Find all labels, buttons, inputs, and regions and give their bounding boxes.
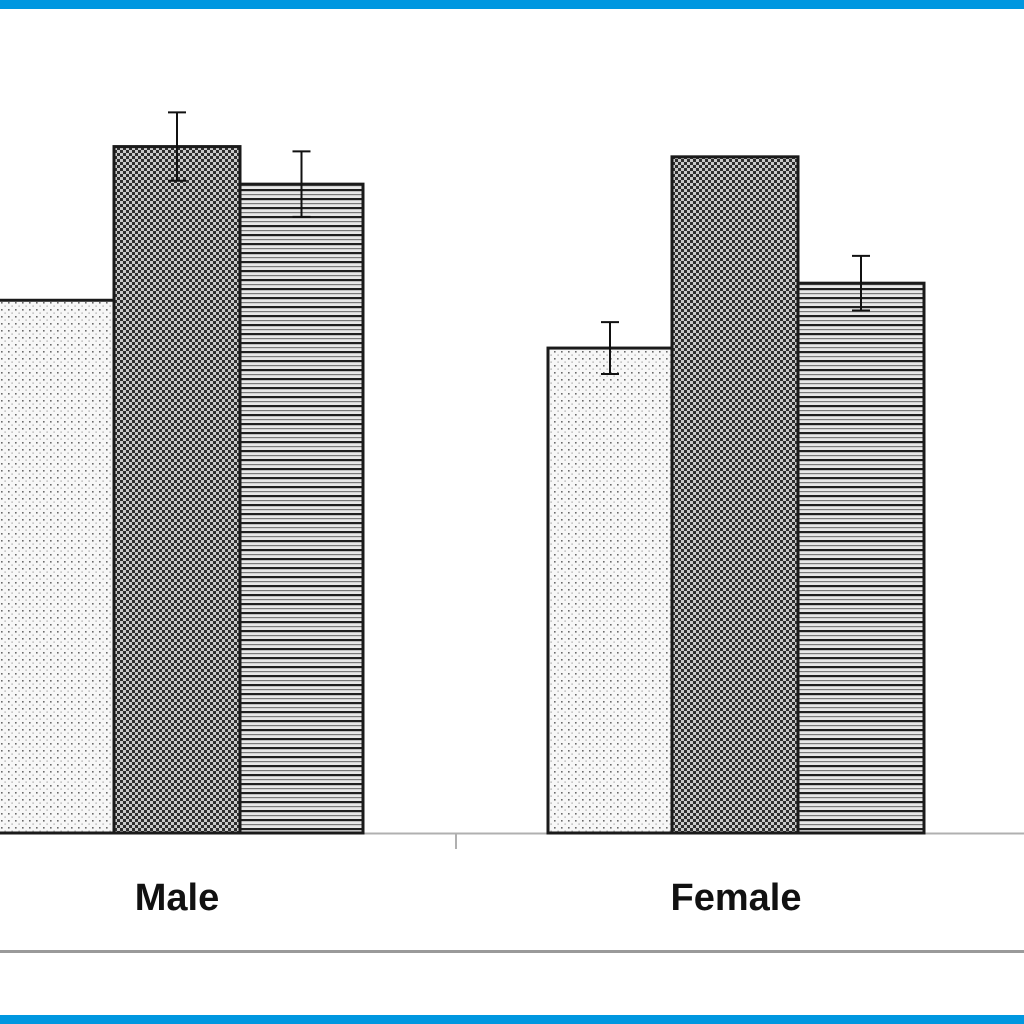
bottom-accent-bar xyxy=(0,1015,1024,1024)
error-bar-female-series-1 xyxy=(601,321,619,376)
category-label-male: Male xyxy=(135,877,219,919)
category-label-female: Female xyxy=(671,877,802,919)
bar-female-series-1 xyxy=(546,346,674,835)
bar-male-series-1 xyxy=(0,298,116,835)
bar-female-series-3 xyxy=(796,281,926,835)
error-bar-female-series-3 xyxy=(852,254,870,312)
bar-male-series-2 xyxy=(112,145,242,835)
error-bar-male-series-3 xyxy=(292,150,311,218)
bottom-rule xyxy=(0,950,1024,953)
error-bar-male-series-2 xyxy=(168,111,186,182)
top-accent-bar xyxy=(0,0,1024,9)
bar-female-series-2 xyxy=(670,155,800,835)
bar-male-series-3 xyxy=(238,182,365,835)
